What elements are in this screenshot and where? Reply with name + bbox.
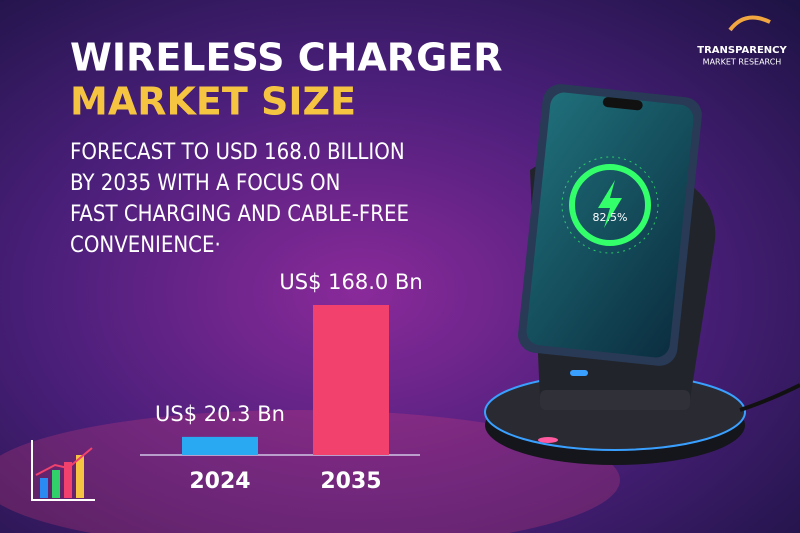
glow [0, 410, 620, 533]
value-label: US$ 20.3 Bn [155, 402, 285, 426]
description-line: FORECAST TO USD 168.0 BILLION [70, 140, 405, 165]
chart-title: WIRELESS CHARGER [70, 36, 502, 80]
bar [313, 305, 389, 455]
value-label: US$ 168.0 Bn [279, 270, 422, 294]
phone-percentage: 82.5% [593, 211, 628, 224]
logo-tagline: MARKET RESEARCH [703, 58, 782, 67]
bar [182, 436, 258, 455]
x-tick-label: 2035 [320, 469, 381, 494]
description-line: FAST CHARGING AND CABLE-FREE [70, 202, 409, 227]
x-tick-label: 2024 [189, 469, 250, 494]
chart-subtitle: MARKET SIZE [70, 80, 356, 124]
logo-mark [728, 15, 771, 32]
chart-icon [31, 440, 95, 501]
description-line: CONVENIENCE· [70, 233, 221, 258]
charger-illustration [484, 84, 800, 465]
logo-name: TRANSPARENCY [697, 45, 787, 56]
description-line: BY 2035 WITH A FOCUS ON [70, 171, 340, 196]
